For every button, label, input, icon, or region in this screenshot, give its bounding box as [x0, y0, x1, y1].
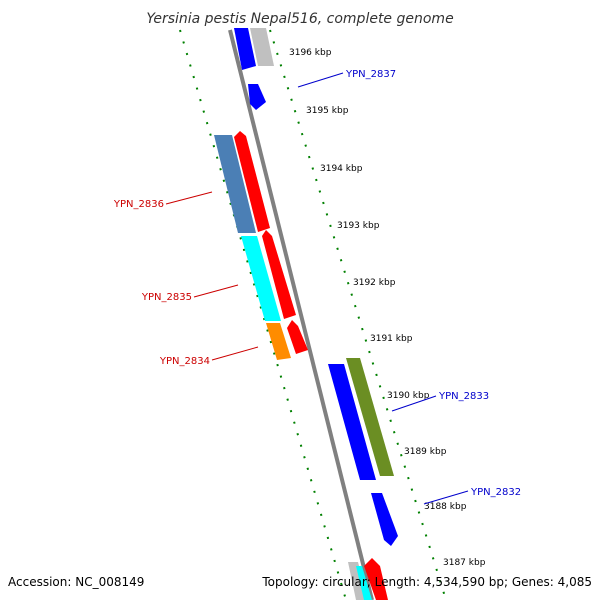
gene-red-b-bar[interactable]	[262, 230, 296, 319]
gene-red-bottom-bar[interactable]	[364, 558, 388, 600]
tick-3194: 3194 kbp	[320, 164, 363, 174]
gene-cyan-bottom-bar[interactable]	[356, 566, 372, 600]
map-title: Yersinia pestis Nepal516, complete genom…	[146, 11, 453, 27]
label-ypn-2833[interactable]: YPN_2833	[438, 391, 489, 402]
tick-3188: 3188 kbp	[424, 502, 467, 512]
gene-ypn-2834-bar[interactable]	[266, 323, 291, 360]
gene-ypn-2832-bar[interactable]	[371, 493, 398, 546]
tick-3193: 3193 kbp	[337, 221, 380, 231]
gene-red-a-bar[interactable]	[234, 131, 270, 232]
gene-blue-long-bar[interactable]	[328, 364, 376, 480]
leader-ypn-2832	[423, 490, 469, 505]
tick-3191: 3191 kbp	[370, 334, 413, 344]
gene-ypn-2835-bar[interactable]	[241, 236, 281, 321]
tick-3189: 3189 kbp	[404, 447, 447, 457]
dashed-track-right	[269, 29, 447, 600]
tick-3192: 3192 kbp	[353, 278, 396, 288]
leader-ypn-2837	[297, 72, 344, 88]
label-ypn-2836[interactable]: YPN_2836	[113, 199, 164, 210]
topology-text: Topology: circular; Length: 4,534,590 bp…	[261, 575, 592, 589]
leader-ypn-2834	[211, 346, 259, 361]
leader-ypn-2835	[193, 284, 239, 298]
gene-ypn-2838-bar[interactable]	[234, 28, 256, 70]
gene-ypn-2836-bar[interactable]	[214, 135, 256, 233]
gene-ypn-2837-bar[interactable]	[248, 84, 266, 110]
label-ypn-2835[interactable]: YPN_2835	[141, 292, 192, 303]
tick-3196: 3196 kbp	[289, 48, 332, 58]
leader-ypn-2833	[391, 395, 437, 412]
label-ypn-2837[interactable]: YPN_2837	[345, 69, 396, 80]
tick-3190: 3190 kbp	[387, 391, 430, 401]
accession-text: Accession: NC_008149	[8, 575, 144, 589]
gene-red-c-bar[interactable]	[287, 320, 308, 354]
genome-backbone	[228, 29, 374, 600]
tick-3187: 3187 kbp	[443, 558, 486, 568]
label-ypn-2832[interactable]: YPN_2832	[470, 487, 521, 498]
gene-gray-top-bar[interactable]	[250, 28, 274, 66]
leader-ypn-2836	[165, 191, 213, 205]
tick-3195: 3195 kbp	[306, 106, 349, 116]
gene-ypn-2833-bar[interactable]	[346, 358, 394, 476]
label-ypn-2834[interactable]: YPN_2834	[159, 356, 210, 367]
